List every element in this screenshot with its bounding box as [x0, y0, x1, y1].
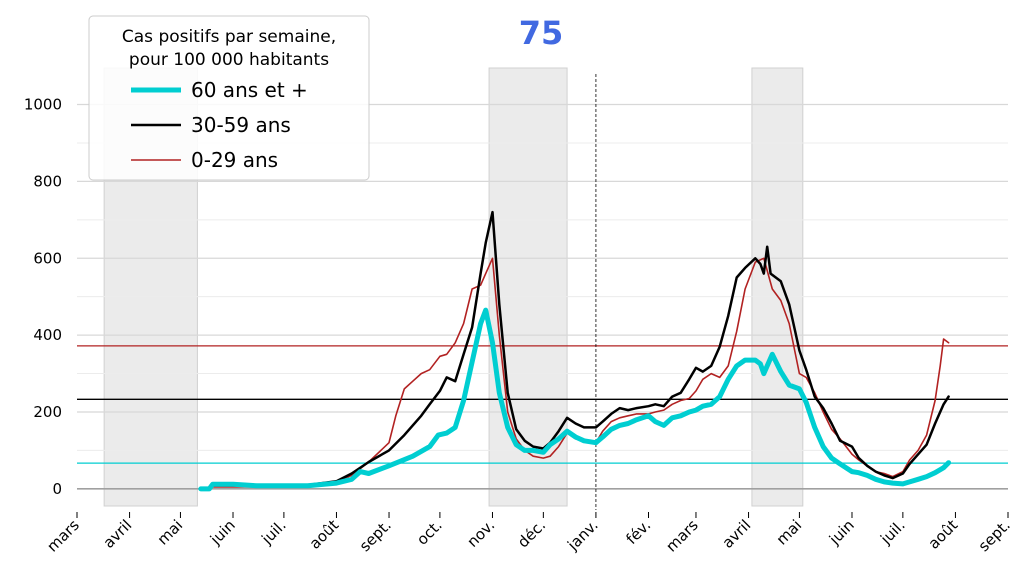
y-tick-label-200: 200	[33, 403, 62, 421]
series-line-1	[198, 307, 952, 492]
reference-lines	[77, 345, 1008, 464]
x-tick-label: août	[306, 516, 343, 553]
x-tick-label: juil.	[876, 516, 908, 548]
x-tick-label: juin	[825, 516, 858, 549]
series-line-2	[199, 210, 950, 491]
legend-label-30-59: 30-59 ans	[191, 113, 291, 137]
x-tick-label: mars	[43, 516, 83, 556]
x-tick-label: avril	[100, 516, 136, 552]
legend: Cas positifs par semaine, pour 100 000 h…	[88, 15, 370, 181]
series-lines	[198, 210, 952, 492]
y-axis: 0 200 400 600 800 1000	[24, 96, 62, 498]
legend-label-60-plus: 60 ans et +	[191, 78, 308, 102]
y-tick-label-1000: 1000	[24, 96, 62, 114]
x-axis: mars avril mai juin juil. août sept. oct. nov. dé…	[43, 512, 1014, 556]
x-tick-label: mars	[662, 516, 702, 556]
legend-box	[88, 15, 370, 181]
chart-title: 75	[519, 14, 564, 52]
y-tick-label-0: 0	[52, 480, 62, 498]
x-tick-label: mai	[154, 516, 187, 549]
legend-title-line-1: Cas positifs par semaine,	[122, 27, 336, 47]
x-tick-label: nov.	[464, 516, 499, 551]
x-tick-label: sept.	[975, 516, 1014, 555]
x-tick-label: juin	[206, 516, 239, 549]
series-line-3	[200, 257, 950, 490]
legend-title-line-2: pour 100 000 habitants	[129, 50, 329, 70]
x-tick-label: janv.	[563, 516, 601, 554]
y-tick-label-800: 800	[33, 172, 62, 190]
x-tick-label: fév.	[622, 516, 654, 548]
x-tick-label: avril	[719, 516, 755, 552]
shaded-period-2	[488, 67, 568, 507]
x-tick-label: août	[925, 516, 962, 553]
y-tick-label-600: 600	[33, 249, 62, 267]
x-tick-label: oct.	[413, 516, 446, 549]
y-tick-label-400: 400	[33, 326, 62, 344]
x-tick-label: juil.	[257, 516, 289, 548]
x-tick-label: sept.	[356, 516, 395, 555]
x-tick-label: mai	[773, 516, 806, 549]
shaded-period-3	[751, 67, 804, 507]
legend-label-0-29: 0-29 ans	[191, 148, 278, 172]
x-tick-label: déc.	[514, 516, 549, 551]
